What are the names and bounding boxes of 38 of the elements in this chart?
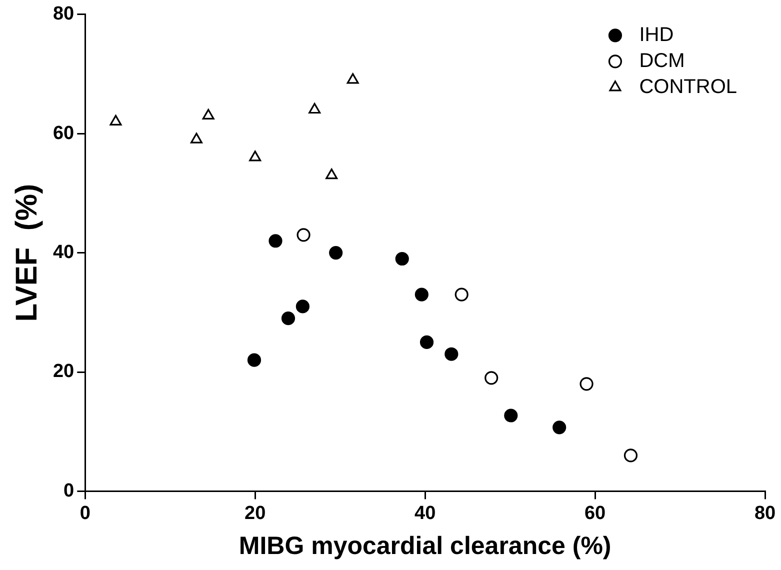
point <box>420 335 434 349</box>
y-tick-label: 80 <box>52 4 74 25</box>
y-tick-label: 20 <box>52 361 74 382</box>
point <box>268 234 282 248</box>
point <box>247 353 262 367</box>
point <box>395 252 409 266</box>
point <box>444 347 458 361</box>
point <box>504 408 518 422</box>
x-axis-title: MIBG myocardial clearance (%) <box>238 532 612 560</box>
point <box>281 312 296 326</box>
point <box>308 102 321 114</box>
x-tick-label: 20 <box>244 502 266 524</box>
y-tick-label: 0 <box>64 480 74 502</box>
point <box>326 168 338 180</box>
point <box>249 150 262 162</box>
x-tick-label: 0 <box>80 502 90 524</box>
point <box>296 228 310 242</box>
x-tick-label: 40 <box>414 502 436 524</box>
legend-label: DCM <box>639 50 685 72</box>
point <box>624 448 638 462</box>
legend-label: CONTROL <box>639 76 738 98</box>
point <box>454 288 468 302</box>
y-tick-label: 60 <box>52 122 74 144</box>
y-axis-title: LVEF (%) <box>10 184 44 322</box>
point <box>329 246 343 260</box>
legend-label: IHD <box>639 24 674 46</box>
point <box>552 420 566 434</box>
point <box>110 114 122 126</box>
point <box>414 288 428 302</box>
point <box>202 108 214 120</box>
point <box>190 132 202 144</box>
point <box>580 377 594 391</box>
y-tick-label: 40 <box>52 242 74 264</box>
point <box>346 73 359 84</box>
x-tick-label: 60 <box>584 502 606 524</box>
point <box>484 371 498 385</box>
point <box>296 300 310 314</box>
x-tick-label: 80 <box>754 502 776 524</box>
